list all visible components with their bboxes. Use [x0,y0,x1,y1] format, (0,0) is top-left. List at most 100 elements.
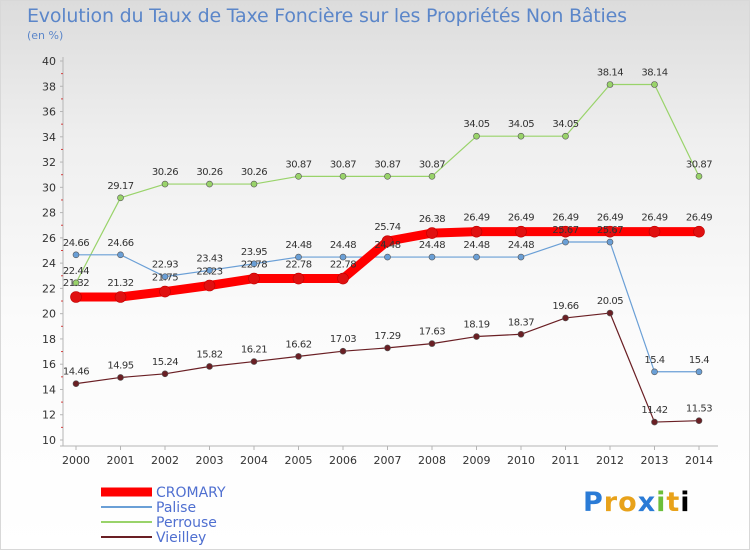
y-tick-label: 16 [42,358,56,371]
data-point-palise [695,368,703,376]
data-label-perrouse: 38.14 [641,67,667,78]
data-point-perrouse [606,81,614,88]
data-point-palise [295,253,302,261]
data-point-cromary [248,272,260,285]
legend-label-vieilley: Vieilley [156,530,206,546]
y-tick-label: 14 [42,383,56,396]
data-point-vieilley [606,309,614,317]
data-point-palise [517,253,525,261]
data-label-vieilley: 15.24 [152,357,178,368]
data-point-cromary [648,225,661,238]
logo-letter: P [583,487,604,518]
data-label-cromary: 26.49 [597,213,623,224]
data-label-cromary: 22.78 [285,260,311,271]
legend-label-palise: Palise [156,500,196,516]
data-label-perrouse: 34.05 [463,119,489,130]
legend-label-perrouse: Perrouse [156,515,217,531]
y-tick-label: 20 [42,308,56,321]
data-label-palise: 24.48 [330,240,356,251]
data-label-vieilley: 17.29 [374,331,400,342]
data-label-vieilley: 19.66 [552,301,578,312]
data-label-perrouse: 29.17 [107,181,133,192]
x-tick-label: 2014 [685,454,713,467]
data-label-perrouse: 30.87 [330,159,356,170]
data-label-cromary: 26.49 [641,213,667,224]
data-point-vieilley [384,344,391,352]
data-label-perrouse: 30.26 [152,167,178,178]
data-point-perrouse [428,173,436,180]
data-point-palise [651,368,658,376]
data-label-vieilley: 16.21 [241,345,267,356]
data-label-perrouse: 30.26 [241,167,267,178]
data-point-perrouse [339,173,347,180]
proxiti-logo: Proxiti [583,487,691,518]
data-label-palise: 24.48 [419,240,445,251]
data-label-vieilley: 18.19 [463,320,489,331]
y-tick-label: 24 [42,257,56,270]
data-point-cromary [604,225,616,238]
x-tick-label: 2013 [641,454,669,467]
series-line-perrouse [75,83,700,284]
data-point-perrouse [206,180,213,188]
data-label-perrouse: 30.26 [196,167,222,178]
data-label-palise: 24.48 [374,240,400,251]
data-point-perrouse [117,194,124,202]
data-label-cromary: 22.23 [196,266,222,277]
data-label-palise: 22.93 [152,260,178,271]
data-label-palise: 23.43 [196,253,222,264]
data-point-cromary [470,225,483,238]
y-tick-label: 38 [42,80,56,93]
data-label-perrouse: 30.87 [374,159,400,170]
data-point-cromary [70,291,82,303]
logo-letter: r [603,487,619,518]
data-point-perrouse [517,132,525,140]
data-label-palise: 24.66 [107,238,133,249]
y-tick-label: 22 [42,282,56,295]
x-tick-label: 2008 [418,454,446,467]
logo-letter: x [637,487,657,518]
data-label-palise: 24.48 [508,240,534,251]
x-tick-label: 2010 [507,454,535,467]
y-tick-label: 40 [42,55,56,68]
x-tick-label: 2006 [329,454,357,467]
data-point-vieilley [250,358,258,365]
data-point-cromary [159,285,171,298]
data-point-vieilley [206,363,213,370]
data-point-perrouse [384,173,391,180]
x-tick-label: 2012 [596,454,624,467]
data-label-palise: 15.4 [644,355,664,366]
data-point-vieilley [72,380,80,387]
y-tick-label: 32 [42,156,56,169]
chart-title: Evolution du Taux de Taxe Foncière sur l… [27,5,627,27]
data-label-palise: 15.4 [689,355,709,366]
data-point-cromary [515,225,527,238]
data-point-perrouse [161,180,169,188]
data-label-vieilley: 20.05 [597,296,623,307]
data-label-palise: 25.67 [597,225,623,236]
x-tick-label: 2011 [552,454,580,467]
data-point-cromary [203,279,216,292]
data-label-palise: 24.48 [285,240,311,251]
chart-subtitle: (en %) [27,29,64,42]
data-point-palise [606,238,614,246]
data-label-perrouse: 30.87 [285,159,311,170]
y-tick-label: 10 [42,434,56,447]
data-label-cromary: 26.49 [552,213,578,224]
data-point-cromary [114,291,127,303]
y-tick-label: 28 [42,207,56,220]
data-point-palise [117,251,124,259]
data-label-perrouse: 22.44 [63,266,89,277]
data-point-cromary [381,235,394,247]
y-tick-label: 26 [42,232,56,245]
data-label-perrouse: 30.87 [686,159,712,170]
data-label-vieilley: 16.62 [285,339,311,350]
data-label-palise: 24.66 [63,238,89,249]
x-tick-label: 2007 [374,454,402,467]
data-label-cromary: 21.32 [107,278,133,289]
data-point-perrouse [295,173,302,180]
data-label-cromary: 21.75 [152,273,178,284]
x-tick-label: 2005 [285,454,313,467]
data-point-perrouse [651,81,658,88]
y-tick-label: 34 [42,131,56,144]
